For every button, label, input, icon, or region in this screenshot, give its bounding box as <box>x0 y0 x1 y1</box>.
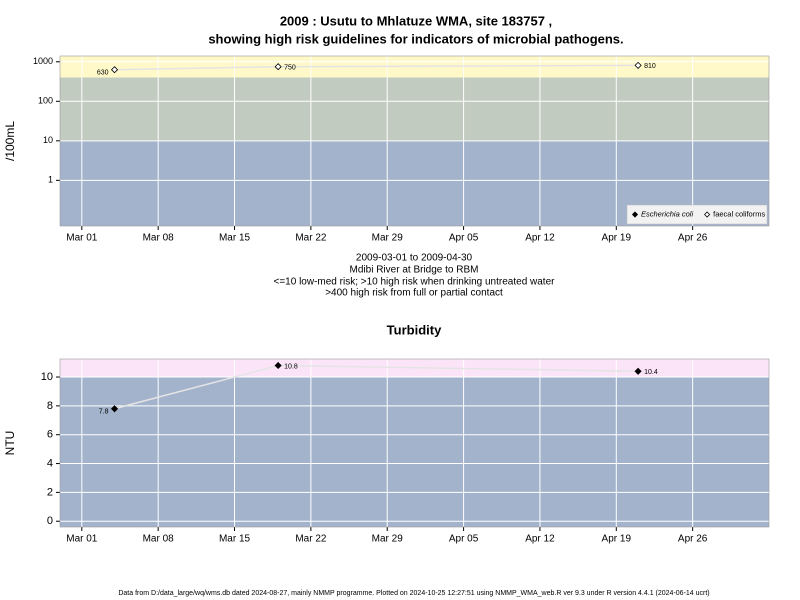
y-tick-label: 8 <box>47 400 53 412</box>
y-tick-label: 6 <box>47 429 53 441</box>
risk-band <box>60 377 769 527</box>
legend-marker <box>631 211 639 218</box>
x-tick-label: Mar 01 <box>66 233 98 244</box>
data-point <box>634 61 642 69</box>
y-tick-label: 1 <box>48 175 53 185</box>
subtitle: Mdibi River at Bridge to RBM <box>350 265 479 276</box>
risk-band <box>60 77 769 141</box>
x-tick-label: Mar 15 <box>219 534 251 545</box>
legend-marker <box>704 211 711 218</box>
value-label: 10.8 <box>284 363 298 370</box>
x-tick-label: Mar 08 <box>143 534 175 545</box>
value-label: 630 <box>97 70 109 77</box>
subtitle: 2009-03-01 to 2009-04-30 <box>356 253 473 264</box>
x-tick-label: Mar 22 <box>295 233 327 244</box>
data-point <box>274 63 282 71</box>
y-tick-label: 2 <box>47 486 53 498</box>
chart-title: 2009 : Usutu to Mhlatuze WMA, site 18375… <box>280 13 552 28</box>
x-tick-label: Apr 05 <box>449 534 479 545</box>
value-label: 10.4 <box>644 369 658 376</box>
value-label: 750 <box>284 65 296 72</box>
x-tick-label: Apr 26 <box>678 233 708 244</box>
legend-label: Escherichia coli <box>641 209 693 218</box>
y-tick-label: 10 <box>43 135 53 145</box>
y-tick-label: 4 <box>47 457 53 469</box>
x-tick-label: Mar 29 <box>372 233 404 244</box>
x-tick-label: Apr 19 <box>602 233 632 244</box>
plot-frame <box>59 55 770 227</box>
data-point <box>634 367 642 375</box>
y-tick-label: 0 <box>47 515 53 527</box>
chart-title: showing high risk guidelines for indicat… <box>208 31 623 46</box>
x-tick-label: Mar 15 <box>219 233 251 244</box>
data-point <box>274 361 282 370</box>
x-tick-label: Mar 01 <box>66 534 98 545</box>
value-label: 7.8 <box>99 409 109 416</box>
plot-frame <box>59 358 770 528</box>
chart-title: Turbidity <box>387 322 442 337</box>
value-label: 810 <box>644 63 656 70</box>
x-tick-label: Apr 12 <box>525 233 555 244</box>
x-tick-label: Apr 19 <box>602 534 632 545</box>
legend-box <box>626 204 768 225</box>
y-axis-label: NTU <box>3 431 17 456</box>
x-tick-label: Mar 08 <box>143 233 175 244</box>
data-point <box>110 66 119 74</box>
y-tick-label: 100 <box>38 96 53 106</box>
x-tick-label: Mar 22 <box>295 534 327 545</box>
x-tick-label: Apr 12 <box>525 534 555 545</box>
y-tick-label: 1000 <box>33 56 53 66</box>
y-tick-label: 10 <box>41 371 53 383</box>
legend-label: faecal coliforms <box>713 209 765 218</box>
x-tick-label: Mar 29 <box>372 534 404 545</box>
footer: Data from D:/data_large/wq/wms.db dated … <box>118 590 709 597</box>
subtitle: >400 high risk from full or partial cont… <box>325 288 503 299</box>
x-tick-label: Apr 05 <box>449 233 479 244</box>
x-tick-label: Apr 26 <box>678 534 708 545</box>
data-point <box>110 405 119 413</box>
y-axis-label: /100mL <box>3 121 17 161</box>
subtitle: <=10 low-med risk; >10 high risk when dr… <box>274 277 556 288</box>
